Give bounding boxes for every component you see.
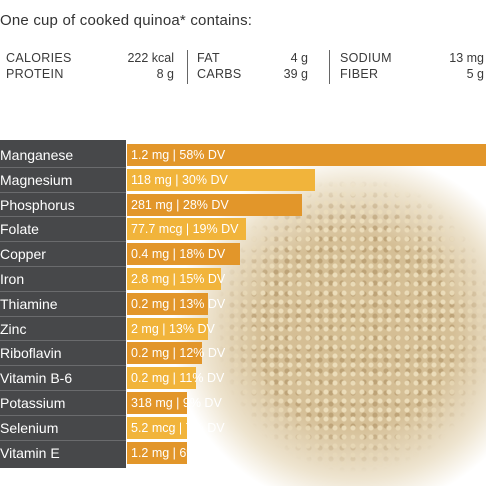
nutrient-label-folate: Folate [0,221,39,238]
data-label-iron: 2.8 mg | 15% DV [131,272,226,286]
calories-value: 222 kcal [127,51,174,65]
nutrient-bar-chart: Manganese 1.2 mg | 58% DV Magnesium 118 mg … [0,140,486,472]
nutrient-label-phosphorus: Phosphorus [0,196,75,213]
nutrient-label-riboflavin: Riboflavin [0,345,62,362]
calories-label: CALORIES [6,51,72,65]
data-label-riboflavin: 0.2 mg | 12% DV [131,346,226,361]
fat-value: 4 g [290,51,308,65]
data-label-copper: 0.4 mg | 18% DV [131,247,226,262]
bar-vitamin-e [127,441,187,464]
summary-divider [329,50,330,84]
nutrient-label-iron: Iron [0,271,25,287]
row-separator [0,216,126,218]
row-separator [0,191,126,193]
row-separator [0,365,126,367]
nutrient-label-vitamin-e: Vitamin E [0,444,60,461]
data-label-magnesium: 118 mg | 30% DV [131,172,228,187]
nutrient-label-selenium: Selenium [0,419,59,436]
data-label-potassium: 318 mg | 9% DV [131,396,222,410]
sodium-value: 13 mg [449,51,484,65]
summary-labels-col-3: SODIUM FIBER [340,50,392,82]
row-separator [0,439,126,441]
row-separator [0,414,126,416]
nutrient-label-vitamin-b-6: Vitamin B-6 [0,370,73,387]
nutrition-summary: CALORIES PROTEIN 222 kcal 8 g FAT CARBS … [0,50,486,86]
protein-value: 8 g [156,67,174,81]
row-separator [0,266,126,267]
data-label-zinc: 2 mg | 13% DV [131,321,215,336]
summary-labels-col-2: FAT CARBS [197,50,242,82]
row-separator [0,315,126,317]
bar-selenium [127,416,187,439]
bar-thiamine [127,292,209,315]
summary-values-col-1: 222 kcal 8 g [108,50,174,82]
summary-values-col-3: 13 mg 5 g [426,50,484,82]
data-label-vitamin-b-6: 0.2 mg | 11% DV [131,371,225,386]
carbs-value: 39 g [283,67,308,81]
data-label-phosphorus: 281 mg | 28% DV [131,197,229,212]
nutrient-label-thiamine: Thiamine [0,295,58,312]
bar-manganese [127,144,486,166]
data-label-folate: 77.7 mcg | 19% DV [131,222,239,237]
data-label-selenium: 5.2 mcg | 7% DV [131,420,225,435]
data-label-vitamin-e: 1.2 mg | 6% DV [131,445,219,460]
fiber-label: FIBER [340,67,379,81]
row-separator [0,390,126,391]
bar-vitamin-b-6 [127,367,196,390]
page-title: One cup of cooked quinoa* contains: [0,12,253,29]
nutrient-label-panel [0,140,126,468]
carbs-label: CARBS [197,67,242,81]
sodium-label: SODIUM [340,51,392,65]
summary-labels-col-1: CALORIES PROTEIN [6,50,72,82]
protein-label: PROTEIN [6,67,64,81]
bar-riboflavin [127,342,203,365]
fat-label: FAT [197,51,220,65]
nutrient-label-manganese: Manganese [0,147,74,163]
bar-folate [127,218,246,241]
nutrient-label-copper: Copper [0,246,46,263]
nutrient-label-potassium: Potassium [0,395,66,411]
row-separator [0,241,126,243]
bar-zinc [127,317,209,340]
row-separator [0,290,126,292]
summary-values-col-2: 4 g 39 g [268,50,308,82]
row-separator [0,166,126,168]
bar-phosphorus [127,193,303,216]
row-separator [0,340,126,342]
bar-iron [127,268,221,290]
data-label-thiamine: 0.2 mg | 13% DV [131,296,226,311]
bar-copper [127,243,240,266]
bar-potassium [127,392,187,414]
nutrient-label-zinc: Zinc [0,320,27,337]
summary-divider [187,50,188,84]
data-label-manganese: 1.2 mg | 58% DV [131,148,226,162]
fiber-value: 5 g [466,67,484,81]
nutrient-label-magnesium: Magnesium [0,171,73,188]
bar-magnesium [127,168,315,191]
